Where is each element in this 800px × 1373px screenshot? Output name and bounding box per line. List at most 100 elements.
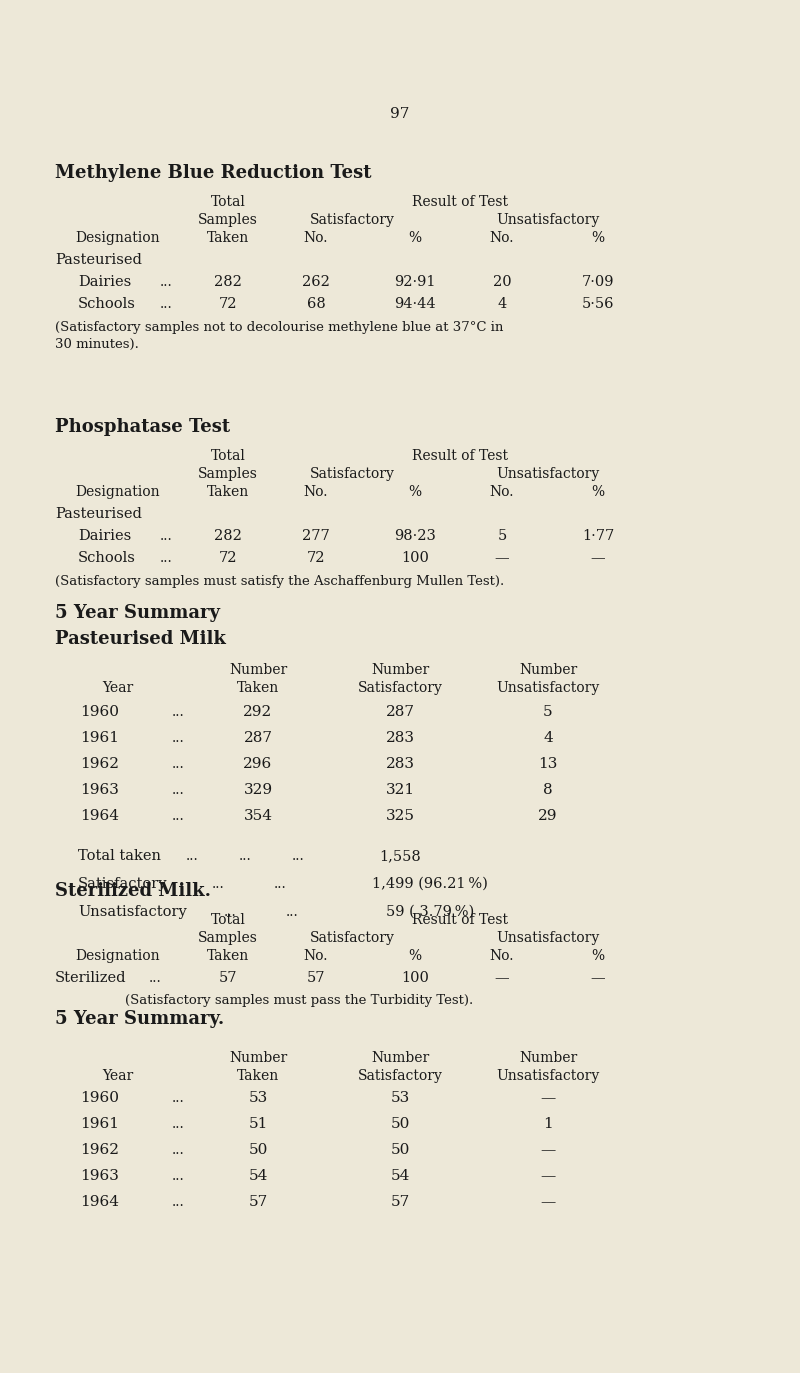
Text: 262: 262 <box>302 275 330 288</box>
Text: 72: 72 <box>218 551 238 566</box>
Text: 50: 50 <box>390 1118 410 1131</box>
Text: %: % <box>409 231 422 244</box>
Text: Taken: Taken <box>207 231 249 244</box>
Text: 1962: 1962 <box>81 757 119 772</box>
Text: ...: ... <box>149 971 162 984</box>
Text: %: % <box>591 231 605 244</box>
Text: Sterilized Milk.: Sterilized Milk. <box>55 881 211 899</box>
Text: Satisfactory: Satisfactory <box>310 467 394 481</box>
Text: Unsatisfactory: Unsatisfactory <box>496 213 600 227</box>
Text: 72: 72 <box>218 297 238 312</box>
Text: Designation: Designation <box>76 949 160 962</box>
Text: Result of Test: Result of Test <box>412 195 508 209</box>
Text: 1964: 1964 <box>81 809 119 822</box>
Text: ...: ... <box>172 1142 184 1157</box>
Text: Sterilized: Sterilized <box>55 971 126 984</box>
Text: Pasteurised: Pasteurised <box>55 507 142 520</box>
Text: Unsatisfactory: Unsatisfactory <box>496 467 600 481</box>
Text: (Satisfactory samples not to decolourise methylene blue at 37°C in: (Satisfactory samples not to decolourise… <box>55 321 503 334</box>
Text: 321: 321 <box>386 783 414 796</box>
Text: ...: ... <box>286 905 298 919</box>
Text: %: % <box>591 949 605 962</box>
Text: 329: 329 <box>243 783 273 796</box>
Text: Total: Total <box>210 913 246 927</box>
Text: (Satisfactory samples must pass the Turbidity Test).: (Satisfactory samples must pass the Turb… <box>125 994 474 1006</box>
Text: 1960: 1960 <box>81 1092 119 1105</box>
Text: Result of Test: Result of Test <box>412 449 508 463</box>
Text: Number: Number <box>371 1050 429 1065</box>
Text: 1: 1 <box>543 1118 553 1131</box>
Text: Taken: Taken <box>237 681 279 695</box>
Text: Methylene Blue Reduction Test: Methylene Blue Reduction Test <box>55 163 371 183</box>
Text: 1961: 1961 <box>81 1118 119 1131</box>
Text: Samples: Samples <box>198 213 258 227</box>
Text: —: — <box>590 551 606 566</box>
Text: Number: Number <box>519 663 577 677</box>
Text: Satisfactory: Satisfactory <box>358 1070 442 1083</box>
Text: 282: 282 <box>214 529 242 542</box>
Text: %: % <box>591 485 605 498</box>
Text: —: — <box>590 971 606 984</box>
Text: 5 Year Summary: 5 Year Summary <box>55 604 220 622</box>
Text: Satisfactory: Satisfactory <box>78 877 167 891</box>
Text: 292: 292 <box>243 704 273 719</box>
Text: 57: 57 <box>306 971 326 984</box>
Text: Result of Test: Result of Test <box>412 913 508 927</box>
Text: 29: 29 <box>538 809 558 822</box>
Text: 354: 354 <box>243 809 273 822</box>
Text: ...: ... <box>160 275 172 288</box>
Text: Unsatisfactory: Unsatisfactory <box>496 931 600 945</box>
Text: 30 minutes).: 30 minutes). <box>55 338 139 351</box>
Text: 51: 51 <box>248 1118 268 1131</box>
Text: 4: 4 <box>543 730 553 746</box>
Text: 57: 57 <box>390 1195 410 1210</box>
Text: 283: 283 <box>386 730 414 746</box>
Text: 98·23: 98·23 <box>394 529 436 542</box>
Text: Samples: Samples <box>198 467 258 481</box>
Text: 50: 50 <box>390 1142 410 1157</box>
Text: 59 ( 3.79 %): 59 ( 3.79 %) <box>386 905 474 919</box>
Text: 283: 283 <box>386 757 414 772</box>
Text: 5 Year Summary.: 5 Year Summary. <box>55 1011 224 1028</box>
Text: (Satisfactory samples must satisfy the Aschaffenburg Mullen Test).: (Satisfactory samples must satisfy the A… <box>55 575 504 588</box>
Text: Number: Number <box>371 663 429 677</box>
Text: Samples: Samples <box>198 931 258 945</box>
Text: ...: ... <box>292 849 304 864</box>
Text: Dairies: Dairies <box>78 529 131 542</box>
Text: ...: ... <box>224 905 236 919</box>
Text: Unsatisfactory: Unsatisfactory <box>496 1070 600 1083</box>
Text: 54: 54 <box>248 1168 268 1184</box>
Text: 1962: 1962 <box>81 1142 119 1157</box>
Text: No.: No. <box>304 949 328 962</box>
Text: 1961: 1961 <box>81 730 119 746</box>
Text: Satisfactory: Satisfactory <box>310 931 394 945</box>
Text: 1·77: 1·77 <box>582 529 614 542</box>
Text: 68: 68 <box>306 297 326 312</box>
Text: Satisfactory: Satisfactory <box>310 213 394 227</box>
Text: Unsatisfactory: Unsatisfactory <box>496 681 600 695</box>
Text: Unsatisfactory: Unsatisfactory <box>78 905 186 919</box>
Text: Phosphatase Test: Phosphatase Test <box>55 417 230 437</box>
Text: Dairies: Dairies <box>78 275 131 288</box>
Text: ...: ... <box>172 704 184 719</box>
Text: ...: ... <box>172 809 184 822</box>
Text: 53: 53 <box>248 1092 268 1105</box>
Text: —: — <box>494 971 510 984</box>
Text: 13: 13 <box>538 757 558 772</box>
Text: 1,558: 1,558 <box>379 849 421 864</box>
Text: No.: No. <box>490 485 514 498</box>
Text: 5: 5 <box>498 529 506 542</box>
Text: Taken: Taken <box>207 949 249 962</box>
Text: 282: 282 <box>214 275 242 288</box>
Text: Number: Number <box>229 663 287 677</box>
Text: 57: 57 <box>218 971 238 984</box>
Text: 1964: 1964 <box>81 1195 119 1210</box>
Text: 1,499 (96.21 %): 1,499 (96.21 %) <box>372 877 488 891</box>
Text: %: % <box>409 949 422 962</box>
Text: 4: 4 <box>498 297 506 312</box>
Text: 53: 53 <box>390 1092 410 1105</box>
Text: 50: 50 <box>248 1142 268 1157</box>
Text: 7·09: 7·09 <box>582 275 614 288</box>
Text: ...: ... <box>238 849 251 864</box>
Text: ...: ... <box>172 730 184 746</box>
